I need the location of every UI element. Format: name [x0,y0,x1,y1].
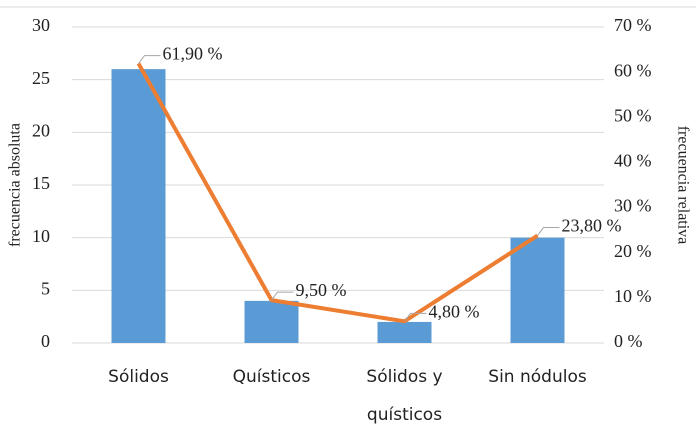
y2-tick-label: 30 % [614,196,652,216]
bar [377,321,432,343]
chart-svg: frecuencia absoluta frecuencia relativa … [0,6,696,351]
y-tick-label: 20 [32,120,50,140]
y-tick-label: 10 [32,226,50,246]
x-tick-label: Quísticos [232,367,311,387]
y2-tick-label: 40 % [614,151,652,171]
y2-tick-label: 0 % [614,331,643,351]
y-tick-label: 15 [32,173,50,193]
leader-line [138,55,161,64]
data-label: 9,50 % [296,280,347,300]
y-tick-label: 0 [41,331,50,351]
y2-tick-label: 10 % [614,286,652,306]
x-tick-label: Sólidos y quísticos [366,367,443,425]
leader-line [537,227,560,236]
data-label: 4,80 % [429,301,480,321]
y2-tick-label: 70 % [614,15,652,35]
chart: frecuencia absoluta frecuencia relativa … [0,6,696,425]
bar [510,237,565,343]
y2-axis-title: frecuencia relativa [674,126,691,245]
x-tick-label: Sin nódulos [488,367,587,387]
x-tick-label: Sólidos [108,367,169,387]
line [136,62,539,324]
y-tick-label: 30 [32,15,50,35]
leader-line [404,312,427,322]
y-axis-title: frecuencia absoluta [7,123,24,247]
data-label: 61,90 % [163,44,223,64]
y2-tick-label: 20 % [614,241,652,261]
bar [111,69,166,343]
y-tick-label: 25 [32,68,50,88]
data-label: 23,80 % [562,216,622,236]
bar [244,300,299,343]
leader-line [271,291,294,301]
y2-tick-label: 60 % [614,60,652,80]
y2-tick-label: 50 % [614,105,652,125]
y-tick-label: 5 [41,278,50,298]
